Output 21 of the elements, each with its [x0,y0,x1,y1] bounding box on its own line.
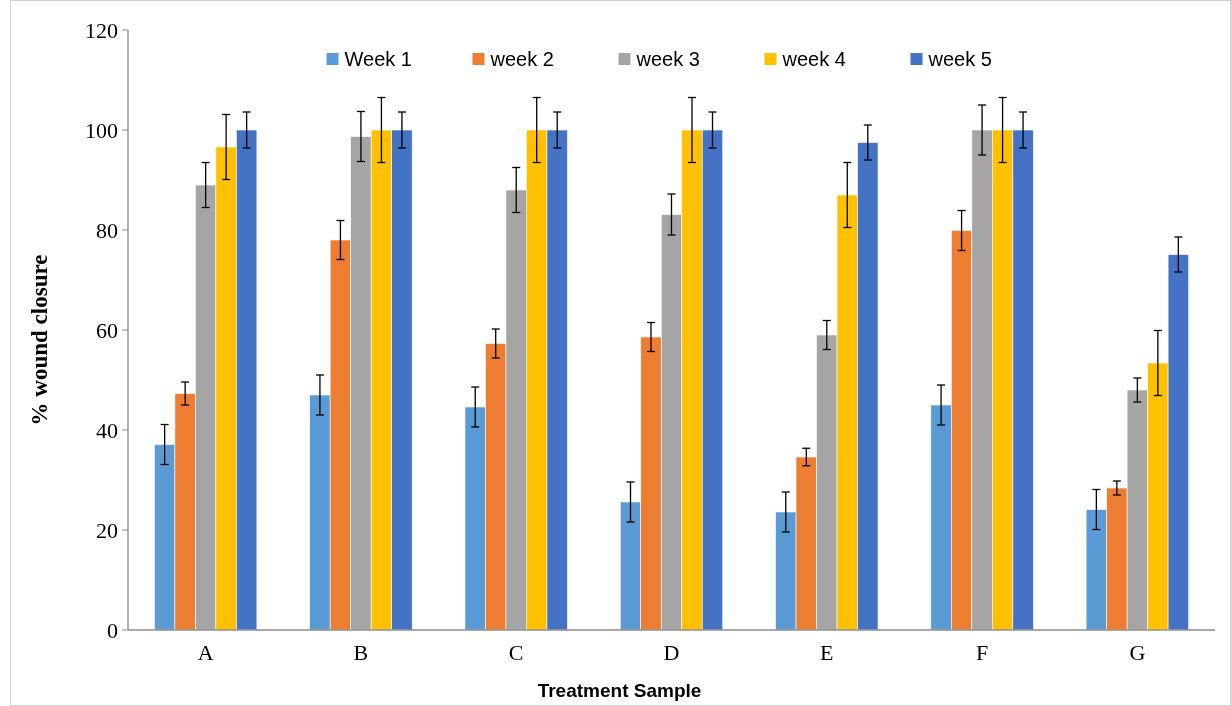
y-tick-label: 80 [96,217,118,243]
x-tick-label: A [197,640,214,665]
y-tick-label: 0 [107,617,118,643]
x-tick-label: E [820,640,834,665]
y-tick-label: 120 [85,17,118,43]
legend-label: Week 1 [344,48,412,70]
y-tick-label: 60 [96,317,118,343]
x-tick-label: C [508,640,524,665]
x-tick-label: F [975,640,989,665]
y-tick-label: 20 [96,517,118,543]
y-tick-label: 100 [85,117,118,143]
y-axis-title: % wound closure [27,254,52,426]
legend-label: week 5 [927,48,992,70]
legend-label: week 4 [781,48,846,70]
x-tick-label: B [353,640,369,665]
x-tick-label: G [1129,640,1146,665]
y-tick-label: 40 [96,417,118,443]
x-tick-label: D [663,640,680,665]
legend-label: week 2 [489,48,554,70]
x-axis-title: Treatment Sample [537,680,702,701]
legend-label: week 3 [635,48,700,70]
